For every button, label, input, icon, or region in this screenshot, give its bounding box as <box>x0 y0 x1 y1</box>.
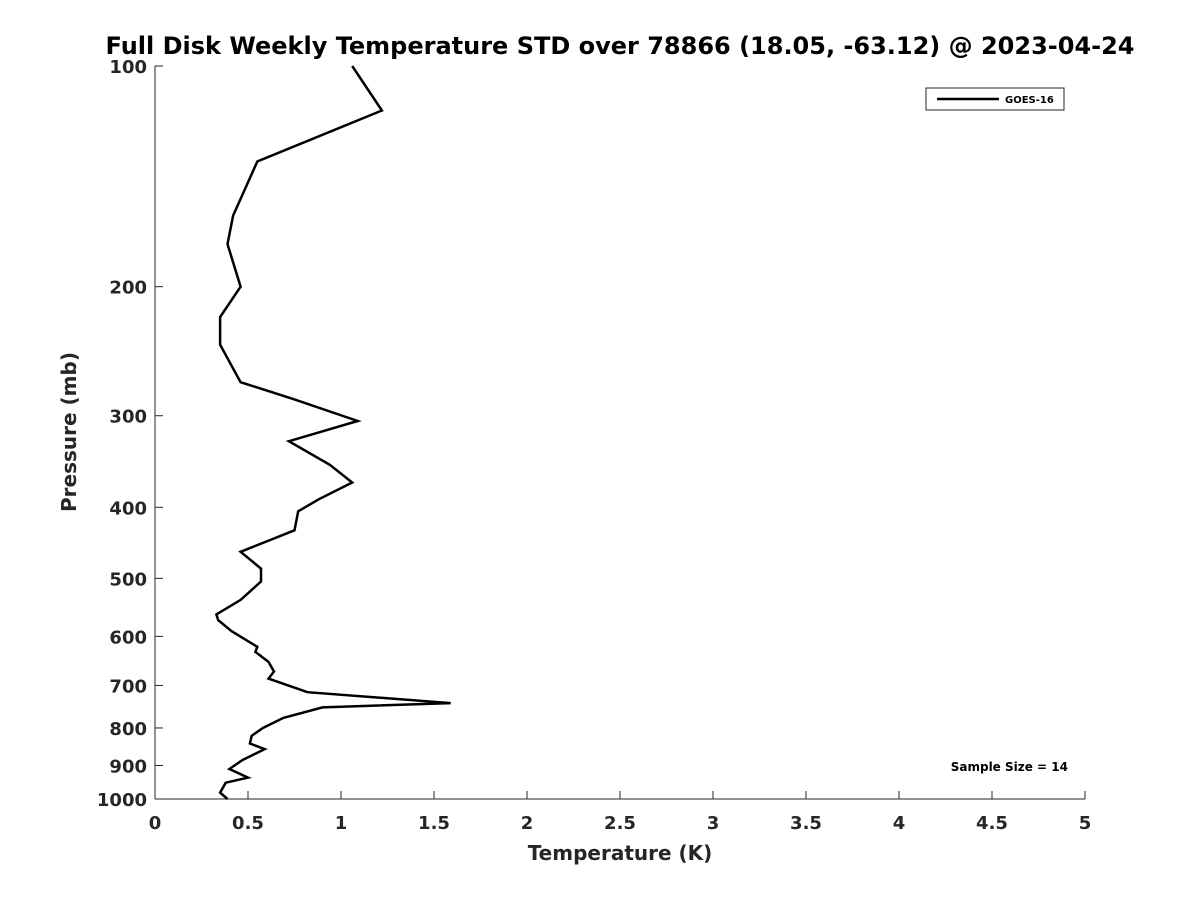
x-tick-label: 5 <box>1079 813 1092 834</box>
y-tick-label: 300 <box>109 407 147 428</box>
chart-title: Full Disk Weekly Temperature STD over 78… <box>106 32 1135 60</box>
x-tick-label: 3.5 <box>790 813 822 834</box>
x-tick-label: 3 <box>707 813 720 834</box>
x-tick-label: 4 <box>893 813 906 834</box>
x-tick-label: 2 <box>521 813 534 834</box>
y-tick-label: 200 <box>109 278 147 299</box>
legend-entry-label: GOES-16 <box>1005 95 1054 106</box>
y-tick-label: 400 <box>109 498 147 519</box>
y-tick-label: 500 <box>109 569 147 590</box>
y-tick-label: 900 <box>109 756 147 777</box>
series-line-goes-16 <box>214 65 451 800</box>
plot-area <box>154 66 1085 800</box>
series-layer <box>214 65 451 800</box>
x-tick-label: 1 <box>335 813 348 834</box>
y-tick-label: 100 <box>109 57 147 78</box>
x-tick-label: 2.5 <box>604 813 636 834</box>
x-tick-label: 0.5 <box>232 813 264 834</box>
x-tick-label: 1.5 <box>418 813 450 834</box>
x-tick-label: 4.5 <box>976 813 1008 834</box>
y-ticks: 100 200 300 400 500 600 700 800 900 1000 <box>97 57 163 811</box>
y-tick-label: 700 <box>109 676 147 697</box>
x-tick-label: 0 <box>149 813 162 834</box>
y-axis-label: Pressure (mb) <box>57 352 81 512</box>
x-ticks: 0 0.5 1 1.5 2 2.5 3 3.5 4 4.5 5 <box>149 791 1092 834</box>
y-tick-label: 1000 <box>97 790 147 811</box>
legend: GOES-16 <box>925 87 1065 111</box>
x-axis-label: Temperature (K) <box>528 841 713 865</box>
sample-size-annotation: Sample Size = 14 <box>951 760 1068 774</box>
y-tick-label: 800 <box>109 719 147 740</box>
y-tick-label: 600 <box>109 627 147 648</box>
